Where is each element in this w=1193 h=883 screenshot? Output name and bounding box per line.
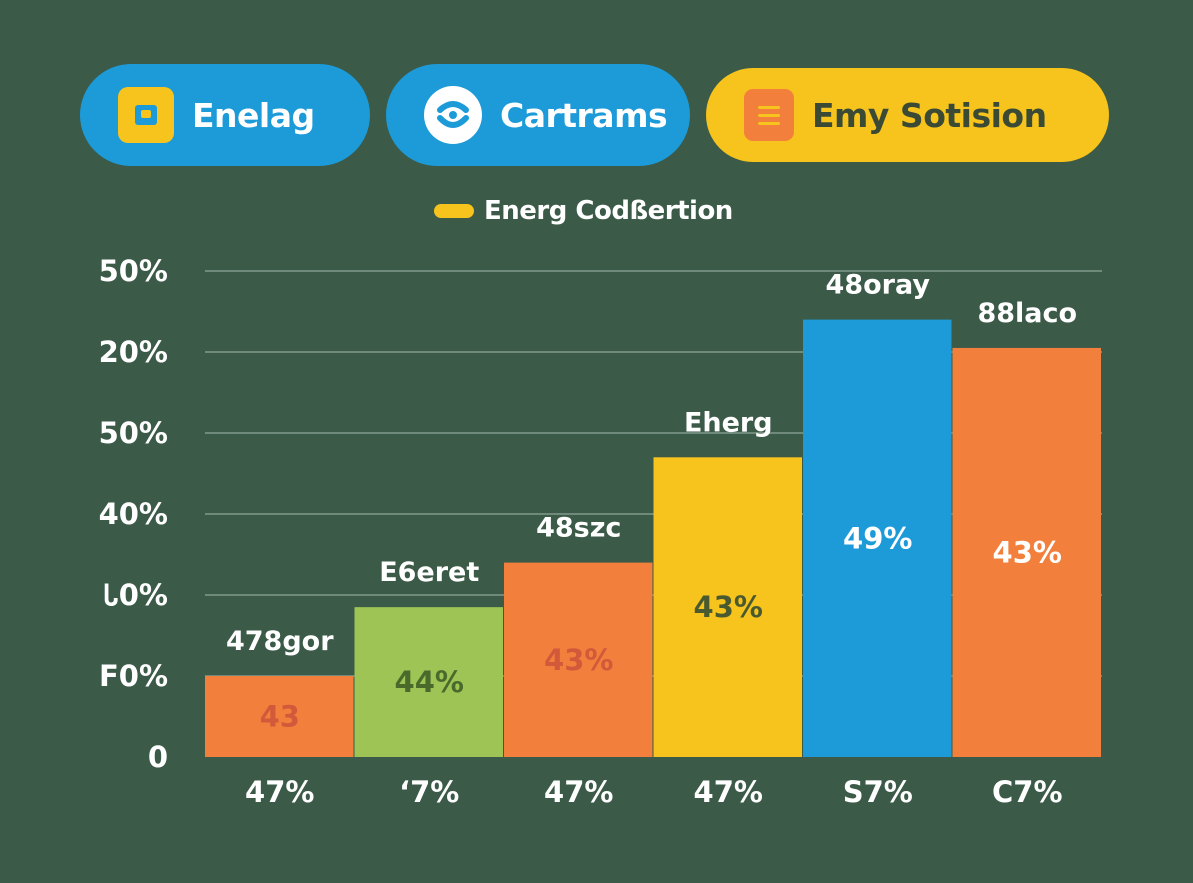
y-tick-label: 40% xyxy=(99,497,168,531)
list-document-icon xyxy=(744,89,794,141)
y-tick-label: 0 xyxy=(148,740,168,774)
tab-cartrams[interactable]: Cartrams xyxy=(386,64,690,166)
face-circle-icon xyxy=(424,86,482,144)
bar-top-label: 478gor xyxy=(226,626,334,657)
tab-cartrams-label: Cartrams xyxy=(500,95,668,135)
x-tick-label: S7% xyxy=(843,775,913,809)
bar-value-label: 49% xyxy=(843,521,912,555)
legend-label: Energ Codßertion xyxy=(484,196,733,226)
x-tick-label: ʻ7% xyxy=(399,775,459,809)
tab-emy-sotision-label: Emy Sotision xyxy=(812,95,1047,135)
bar-value-label: 43% xyxy=(694,590,763,624)
x-tick-label: 47% xyxy=(694,775,763,809)
bar xyxy=(504,562,653,757)
bar-top-label: 88laco xyxy=(977,298,1077,329)
bar-value-label: 43 xyxy=(260,700,300,734)
bar-top-label: Eherg xyxy=(684,407,773,438)
y-tick-label: F0% xyxy=(99,659,168,693)
x-tick-label: C7% xyxy=(992,775,1063,809)
y-tick-label: 50% xyxy=(99,254,168,288)
bar xyxy=(205,676,354,757)
x-tick-label: 47% xyxy=(544,775,613,809)
bar-value-label: 43% xyxy=(544,643,613,677)
bar xyxy=(653,457,802,757)
y-tick-label: 50% xyxy=(99,416,168,450)
chart-legend: Energ Codßertion xyxy=(434,196,733,226)
bar-top-label: E6eret xyxy=(379,557,479,588)
tab-enelag-label: Enelag xyxy=(192,95,315,135)
square-badge-icon xyxy=(118,87,174,143)
tab-enelag[interactable]: Enelag xyxy=(80,64,370,166)
bar-top-label: 48szc xyxy=(536,513,621,544)
bar xyxy=(354,607,503,757)
bar xyxy=(952,347,1101,757)
bar-value-label: 44% xyxy=(395,665,464,699)
tab-emy-sotision[interactable]: Emy Sotision xyxy=(706,68,1109,162)
bar-top-label: 48oray xyxy=(826,270,931,301)
x-tick-label: 47% xyxy=(245,775,314,809)
legend-swatch xyxy=(434,204,474,218)
bar-value-label: 43% xyxy=(993,535,1062,569)
y-tick-label: 20% xyxy=(99,335,168,369)
bar xyxy=(803,319,952,757)
y-tick-label: Ꮣ0% xyxy=(104,578,168,612)
